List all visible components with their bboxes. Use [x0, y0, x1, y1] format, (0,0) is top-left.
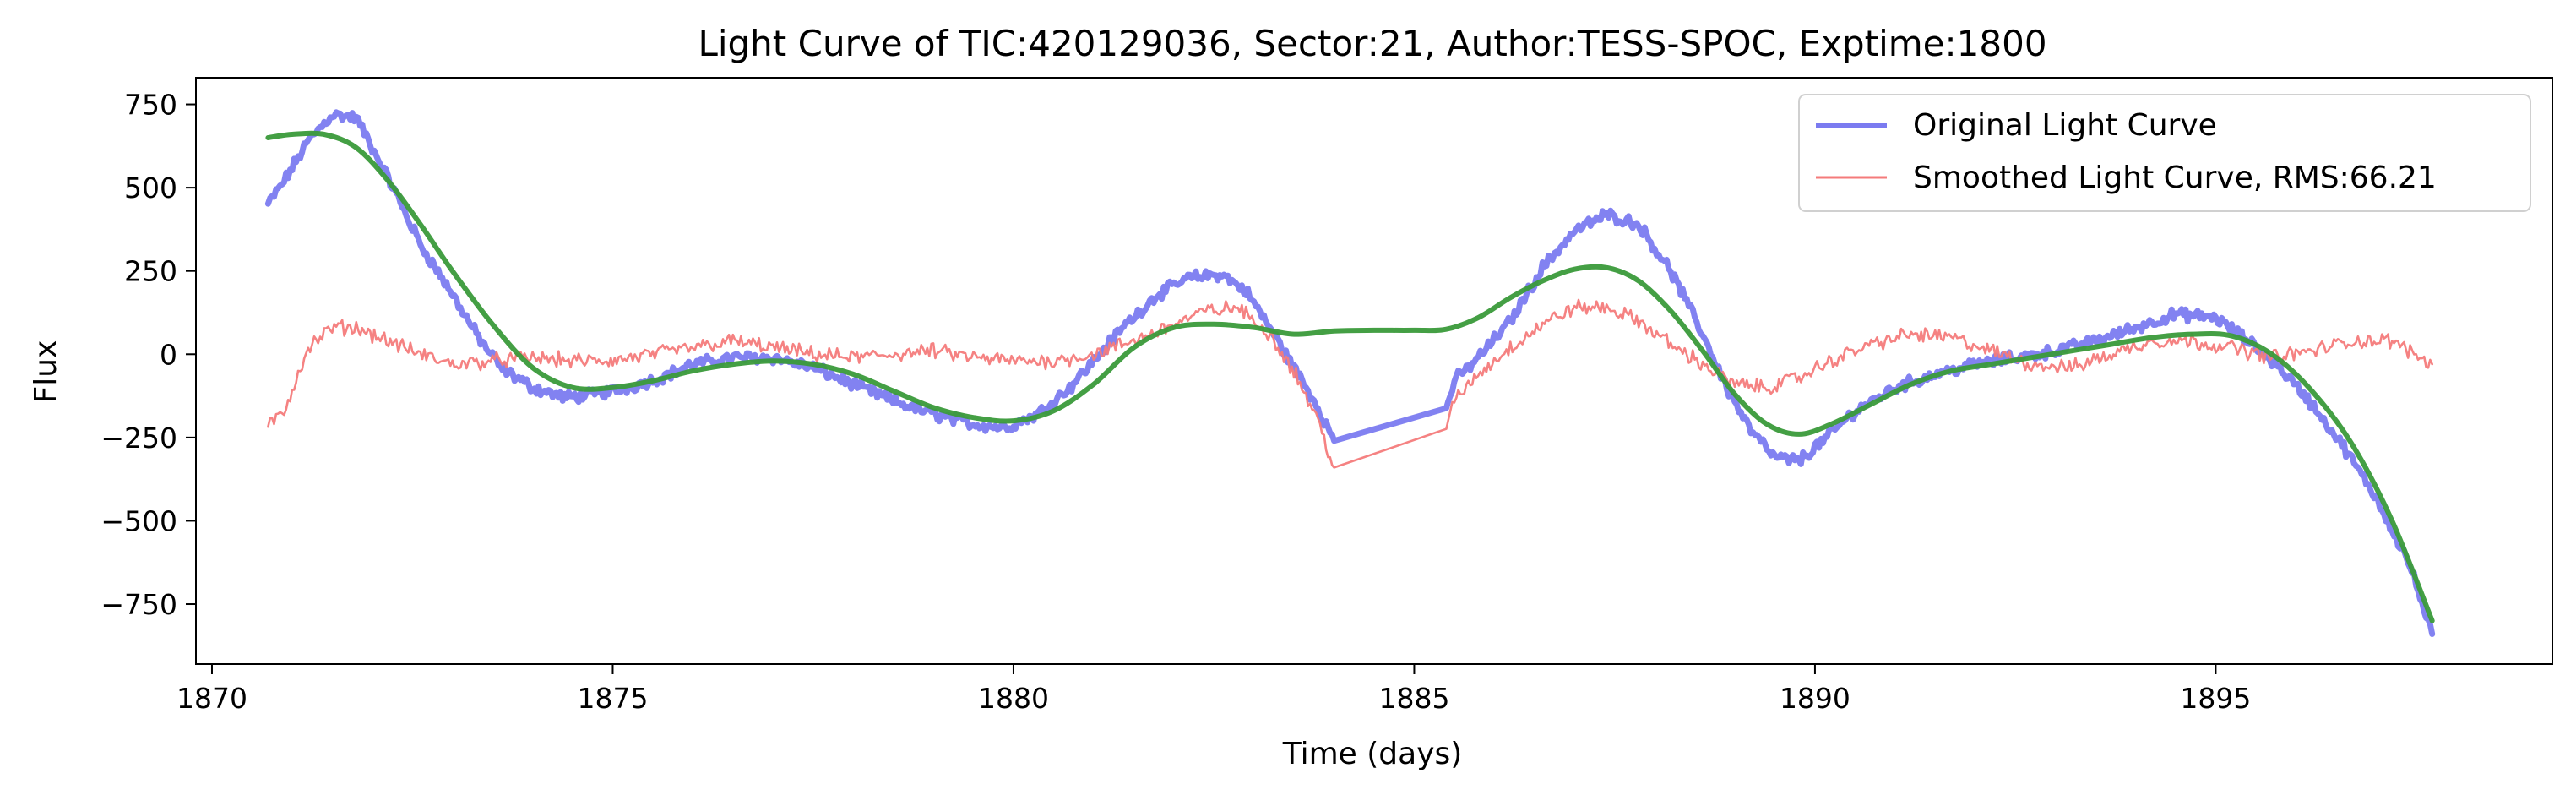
series-layer: [264, 109, 2436, 637]
x-tick-label: 1880: [978, 682, 1049, 715]
y-tick-label: 0: [160, 338, 177, 371]
y-tick-label: −250: [101, 422, 177, 455]
y-tick-label: −500: [101, 504, 177, 537]
x-tick-label: 1870: [177, 682, 247, 715]
x-tick-label: 1875: [577, 682, 648, 715]
x-axis-label: Time (days): [1282, 737, 1463, 771]
x-axis: 1870 1875 1880 1885 1890 1895: [177, 664, 2251, 715]
x-tick-label: 1885: [1378, 682, 1449, 715]
y-tick-label: −750: [101, 588, 177, 621]
y-tick-label: 500: [124, 172, 177, 204]
legend-box: [1798, 94, 2531, 212]
x-tick-label: 1890: [1780, 682, 1850, 715]
legend-label-smoothed: Smoothed Light Curve, RMS:66.21: [1913, 161, 2437, 195]
legend: Original Light Curve Smoothed Light Curv…: [1798, 94, 2531, 212]
plot-frame: [195, 77, 2553, 665]
y-axis: 750 500 250 0 −250 −500 −750: [101, 89, 196, 621]
y-tick-label: 250: [124, 255, 177, 288]
y-tick-label: 750: [124, 89, 177, 122]
legend-label-original: Original Light Curve: [1913, 108, 2217, 143]
series-smoothed-light-curve: [267, 298, 2433, 469]
chart-title: Light Curve of TIC:420129036, Sector:21,…: [698, 23, 2046, 64]
y-axis-label: Flux: [29, 340, 63, 404]
x-tick-label: 1895: [2180, 682, 2251, 715]
series-trend-fit: [265, 130, 2435, 623]
